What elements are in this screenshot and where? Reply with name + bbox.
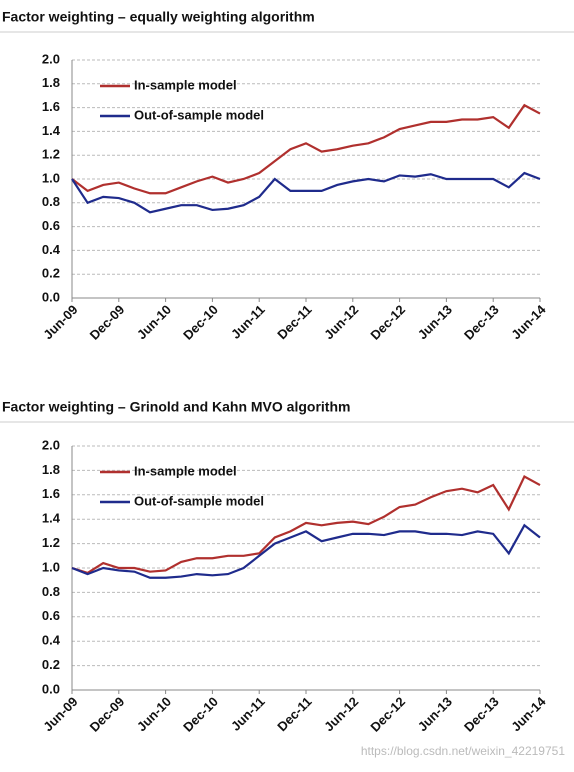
y-tick-label: 1.4 [42,511,61,526]
y-tick-label: 0.4 [42,633,61,648]
x-tick-label: Dec-11 [274,694,314,734]
y-tick-label: 1.8 [42,462,60,477]
series-line [71,523,541,579]
y-tick-label: 0.2 [42,657,60,672]
x-tick-label: Jun-11 [228,694,268,734]
y-tick-label: 0.2 [42,266,60,281]
y-tick-label: 1.2 [42,535,60,550]
y-tick-label: 2.0 [42,51,60,66]
series-line [71,171,541,214]
x-tick-label: Jun-12 [321,694,361,734]
y-tick-label: 0.8 [42,584,60,599]
x-tick-label: Jun-14 [508,301,549,342]
y-tick-label: 0.4 [42,242,61,257]
y-tick-label: 0.6 [42,608,60,623]
x-tick-label: Jun-14 [508,693,549,734]
x-tick-label: Jun-13 [415,694,455,734]
y-tick-label: 0.0 [42,289,60,304]
x-tick-label: Dec-12 [367,302,408,343]
legend-label: Out-of-sample model [134,107,264,122]
x-tick-label: Jun-09 [40,302,80,342]
y-tick-label: 0.0 [42,681,60,696]
y-tick-label: 1.0 [42,559,60,574]
x-tick-label: Dec-10 [180,302,221,343]
legend-label: Out-of-sample model [134,493,264,508]
legend-label: In-sample model [134,77,237,92]
x-tick-label: Dec-13 [461,694,502,735]
x-tick-label: Jun-12 [321,302,361,342]
x-tick-label: Jun-09 [40,694,80,734]
y-tick-label: 1.4 [42,123,61,138]
x-tick-label: Jun-11 [228,302,268,342]
x-tick-label: Dec-10 [180,694,221,735]
y-tick-label: 2.0 [42,437,60,452]
watermark: https://blog.csdn.net/weixin_42219751 [361,744,565,758]
x-tick-label: Dec-12 [367,694,408,735]
x-tick-label: Dec-13 [461,302,502,343]
y-tick-label: 0.8 [42,194,60,209]
chart-title: Factor weighting – Grinold and Kahn MVO … [2,399,350,415]
y-tick-label: 1.6 [42,99,60,114]
y-tick-label: 1.6 [42,486,60,501]
chart-title: Factor weighting – equally weighting alg… [2,9,315,25]
y-tick-label: 1.2 [42,147,60,162]
x-tick-label: Dec-11 [274,302,314,342]
x-tick-label: Dec-09 [87,694,128,735]
series-line [71,474,541,575]
y-tick-label: 0.6 [42,218,60,233]
x-tick-label: Jun-13 [415,302,455,342]
series-line [71,103,541,195]
legend-label: In-sample model [134,463,237,478]
x-tick-label: Jun-10 [134,302,174,342]
x-tick-label: Jun-10 [134,694,174,734]
x-tick-label: Dec-09 [87,302,128,343]
y-tick-label: 1.0 [42,170,60,185]
y-tick-label: 1.8 [42,75,60,90]
